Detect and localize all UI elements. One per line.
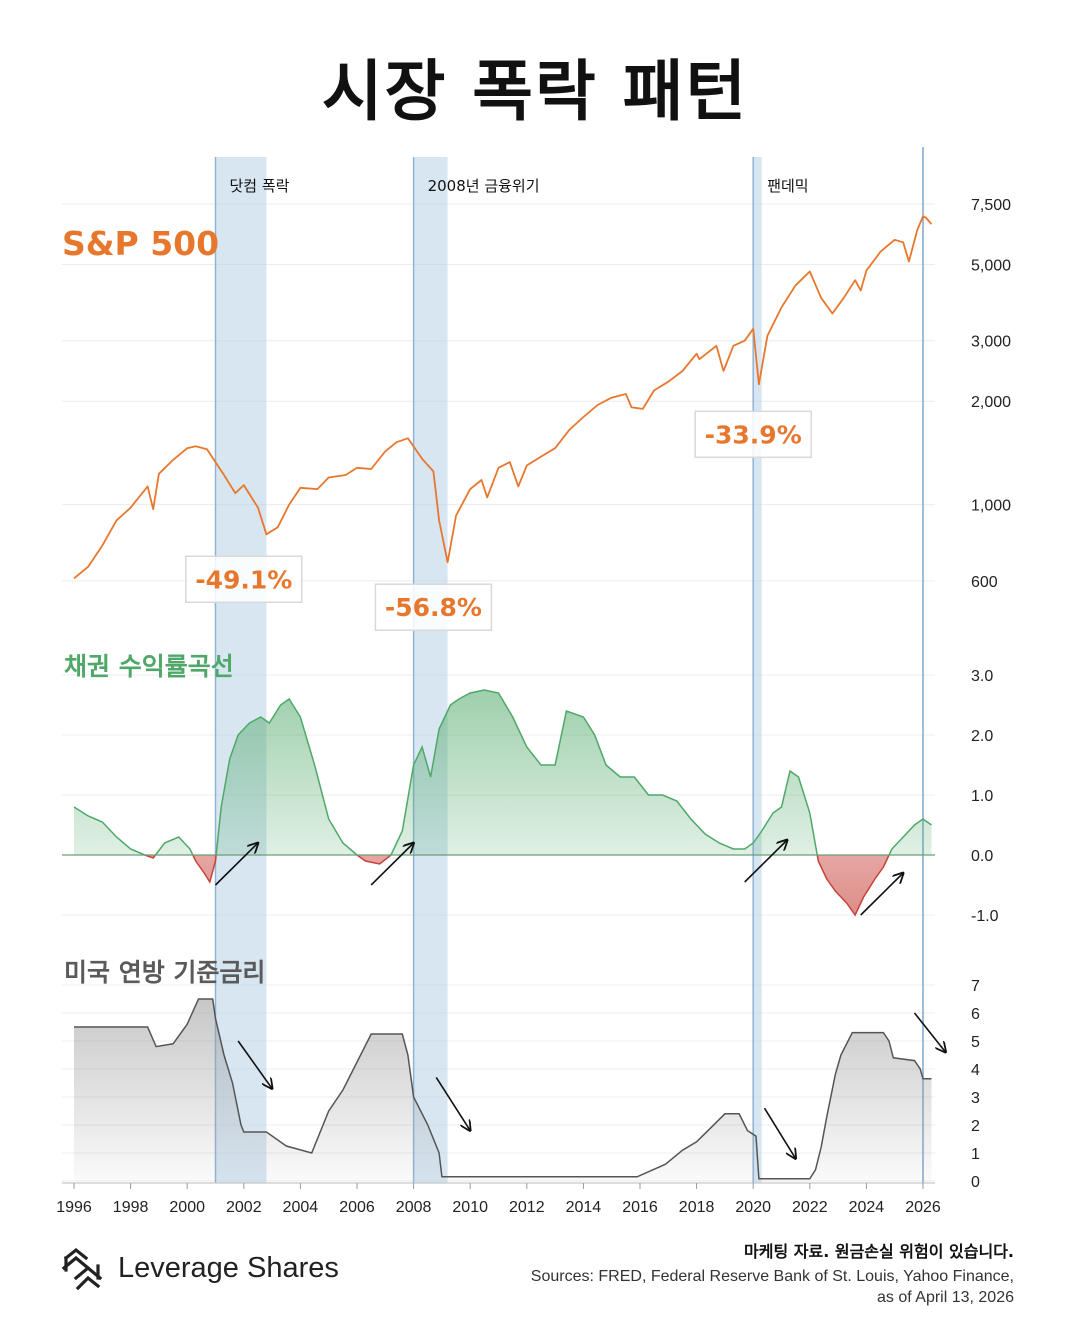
fed-ytick-label: 0 [971, 1174, 980, 1191]
x-tick-label: 2008 [396, 1199, 432, 1216]
fed-ytick-label: 5 [971, 1034, 980, 1051]
event-label-0: 닷컴 폭락 [230, 177, 290, 195]
sp500-ytick-label: 1,000 [971, 498, 1011, 515]
fed-ytick-label: 2 [971, 1118, 980, 1135]
yield-arrow-1 [370, 843, 413, 886]
drawdown-box-1 [374, 583, 493, 631]
fed-ytick-label: 1 [971, 1146, 980, 1163]
page-title: 시장 폭락 패턴 [321, 53, 749, 130]
sp500-ytick-label: 3,000 [971, 334, 1011, 351]
x-tick-label: 2014 [566, 1199, 602, 1216]
fed-ytick-label: 3 [971, 1090, 980, 1107]
event-band-2 [753, 157, 762, 1183]
drawdown-label-0: -49.1% [195, 565, 292, 594]
brand-name: Leverage Shares [118, 1251, 339, 1284]
x-tick-label: 2000 [169, 1199, 205, 1216]
x-tick-label: 2024 [849, 1199, 885, 1216]
sources-line-1: Sources: FRED, Federal Reserve Bank of S… [530, 1268, 1014, 1285]
x-tick-label: 2010 [452, 1199, 488, 1216]
yield-ytick-label: 0.0 [971, 848, 993, 865]
drawdown-box-2 [694, 410, 812, 459]
x-tick-label: 2018 [679, 1199, 715, 1216]
leverage-shares-logo-icon [61, 1247, 103, 1290]
x-tick-label: 2020 [735, 1199, 771, 1216]
yield-negative-area [74, 855, 932, 915]
event-label-2: 팬데믹 [767, 177, 808, 195]
yield-positive-line [73, 689, 932, 855]
sources-line-2: as of April 13, 2026 [877, 1289, 1014, 1306]
yield-ytick-label: 1.0 [971, 788, 993, 805]
fed-ytick-label: 4 [971, 1062, 980, 1079]
sources: Sources: FRED, Federal Reserve Bank of S… [414, 1266, 1014, 1308]
yield-positive-area [74, 690, 932, 855]
x-tick-label: 2016 [622, 1199, 658, 1216]
sp500-series-title: S&P 500 [62, 224, 219, 263]
yield-arrow-0 [214, 843, 258, 886]
x-tick-label: 2004 [283, 1199, 319, 1216]
yield-negative-line [142, 855, 890, 917]
brand: Leverage Shares [60, 1246, 339, 1290]
sp500-ytick-label: 7,500 [971, 197, 1011, 214]
yield-series-title: 채권 수익률곡선 [64, 652, 234, 681]
x-tick-label: 2012 [509, 1199, 545, 1216]
x-tick-label: 2002 [226, 1199, 262, 1216]
sp500-ytick-label: 2,000 [971, 394, 1011, 411]
yield-arrow-3 [860, 873, 903, 916]
fed-arrow-2 [763, 1107, 796, 1158]
x-tick-label: 1996 [56, 1199, 92, 1216]
yield-ytick-label: 2.0 [971, 728, 993, 745]
x-tick-label: 1998 [113, 1199, 149, 1216]
event-band-0 [215, 157, 267, 1183]
yield-ytick-label: -1.0 [971, 908, 999, 925]
fed-rate-line [74, 998, 932, 1180]
yield-ytick-label: 3.0 [971, 668, 993, 685]
event-band-1 [413, 157, 448, 1183]
fed-rate-area [74, 999, 932, 1181]
fed-ytick-label: 7 [971, 978, 980, 995]
x-tick-label: 2006 [339, 1199, 375, 1216]
sp500-ytick-label: 600 [971, 574, 998, 591]
drawdown-box-0 [185, 555, 303, 604]
fed-arrow-3 [913, 1012, 946, 1052]
fed-series-title: 미국 연방 기준금리 [64, 958, 265, 987]
fed-ytick-label: 6 [971, 1006, 980, 1023]
x-tick-label: 2022 [792, 1199, 828, 1216]
sp500-line [73, 215, 933, 580]
fed-arrow-0 [237, 1040, 272, 1089]
sp500-ytick-label: 5,000 [971, 258, 1011, 275]
x-tick-label: 2026 [905, 1199, 941, 1216]
yield-arrow-2 [744, 840, 787, 883]
drawdown-label-1: -56.8% [385, 593, 482, 622]
disclaimer: 마케팅 자료. 원금손실 위험이 있습니다. [744, 1242, 1014, 1261]
fed-arrow-1 [435, 1076, 470, 1130]
event-label-1: 2008년 금융위기 [428, 177, 540, 195]
drawdown-label-2: -33.9% [705, 420, 802, 449]
